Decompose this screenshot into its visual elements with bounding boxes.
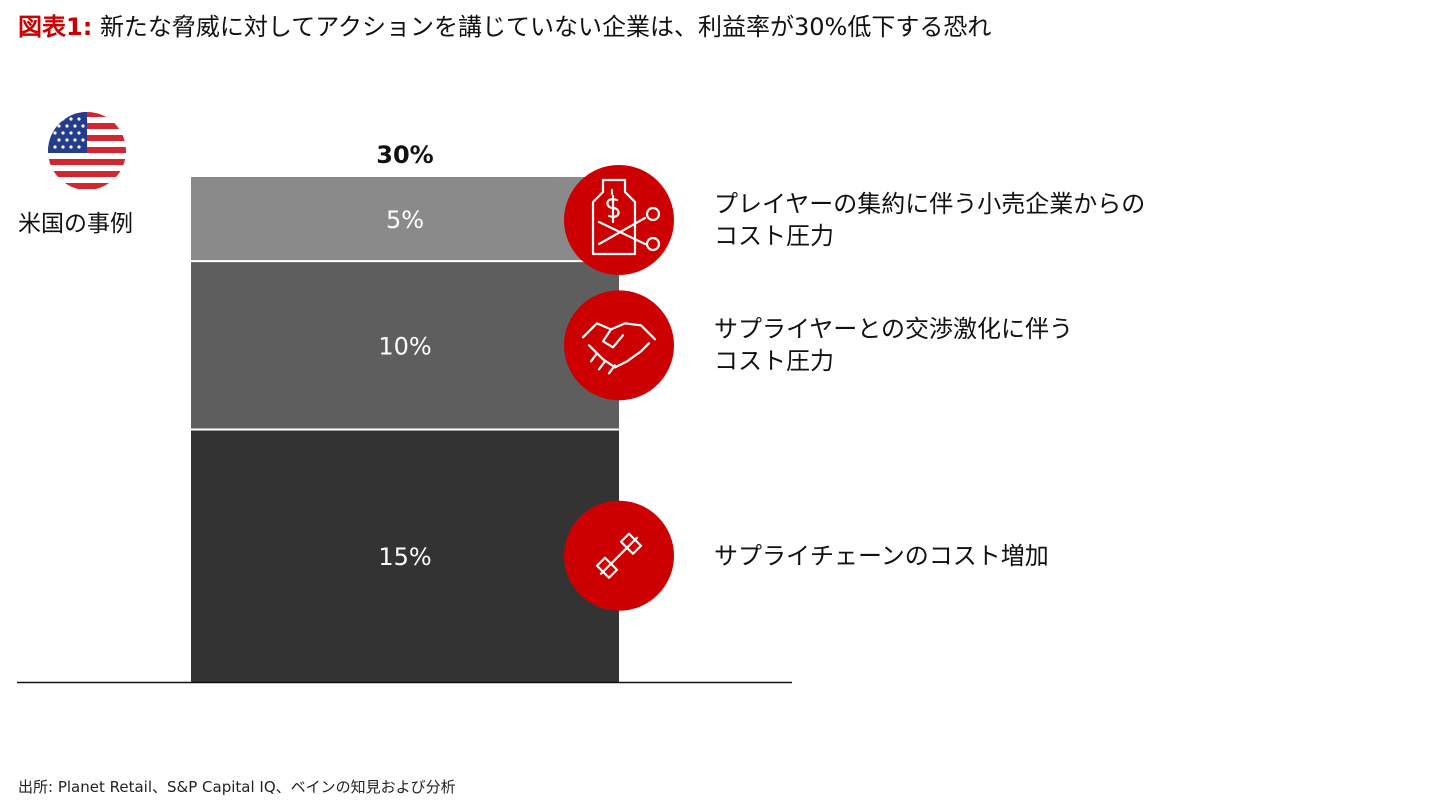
chart-title: 図表1: 新たな脅威に対してアクションを講じていない企業は、利益率が30%低下す…	[18, 10, 991, 44]
title-text: 新たな脅威に対してアクションを講じていない企業は、利益率が30%低下する恐れ	[99, 13, 992, 41]
handshake-icon	[581, 322, 657, 375]
bar-value-label: 15%	[378, 543, 431, 571]
segment-supplier-negotiation	[191, 261, 619, 430]
chain-link-icon	[595, 532, 643, 579]
figure-label: 図表1:	[18, 13, 93, 41]
icon-circle	[564, 290, 674, 401]
bar-value-label: 10%	[378, 332, 431, 360]
region-label: 米国の事例	[18, 211, 133, 237]
bar-value-label: 5%	[386, 206, 424, 234]
total-label: 30%	[376, 141, 433, 169]
price-tag-scissors-icon	[591, 178, 661, 256]
segment-supply-chain	[191, 429, 619, 682]
reason-supplier-negotiation: サプライヤーとの交渉激化に伴う コスト圧力	[714, 315, 1074, 376]
reason-supply-chain-cost: サプライチェーンのコスト増加	[714, 541, 1049, 570]
icon-circle	[564, 165, 674, 275]
reason-retail-consolidation: プレイヤーの集約に伴う小売企業からの コスト圧力	[714, 190, 1146, 250]
us-flag-icon	[48, 112, 126, 190]
source-note: 出所: Planet Retail、S&P Capital IQ、ベインの知見お…	[18, 778, 456, 796]
segment-retail-consolidation	[191, 177, 619, 262]
